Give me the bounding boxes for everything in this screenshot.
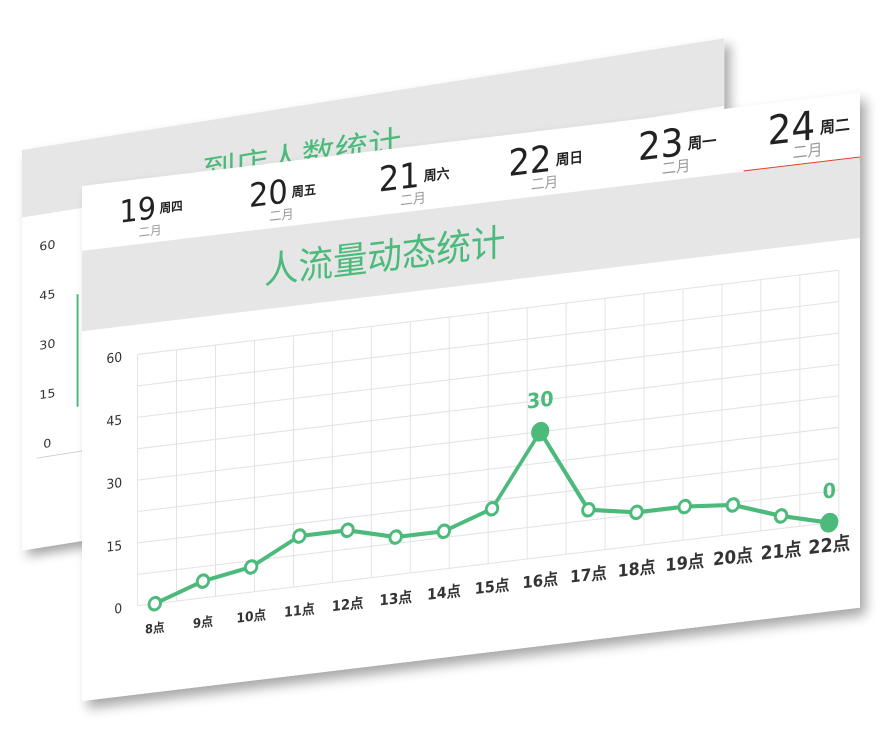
date-tab-day: 24	[768, 103, 816, 155]
x-tick-label: 14点	[427, 582, 461, 604]
x-tick-label: 8点	[145, 619, 165, 637]
back-y-tick-label: 45	[39, 287, 55, 303]
data-point[interactable]	[243, 559, 259, 575]
chart-series	[147, 421, 839, 612]
data-point[interactable]	[484, 500, 500, 517]
date-tab-month: 二月	[662, 157, 690, 178]
date-tab-month: 二月	[400, 191, 426, 210]
data-point[interactable]	[820, 512, 839, 533]
x-tick-label: 12点	[332, 594, 364, 615]
date-tab-month: 二月	[269, 206, 293, 224]
x-tick-label: 9点	[193, 613, 214, 631]
data-label: 30	[527, 386, 554, 414]
date-tab-weekday: 周日	[556, 150, 583, 170]
back-card-axis-line	[36, 449, 91, 459]
x-tick-label: 22点	[808, 531, 850, 559]
data-point[interactable]	[725, 497, 741, 513]
data-point[interactable]	[677, 498, 692, 515]
date-tab-month: 二月	[139, 223, 162, 240]
data-point[interactable]	[581, 501, 596, 518]
date-tab-day: 23	[638, 120, 683, 170]
date-tab-day: 22	[508, 138, 551, 185]
x-tick-label: 16点	[522, 569, 558, 593]
back-y-tick-label: 15	[39, 386, 55, 402]
data-point[interactable]	[340, 522, 355, 539]
date-tab-weekday: 周一	[688, 132, 717, 153]
back-y-tick-label: 60	[39, 238, 55, 254]
data-label: 0	[823, 478, 836, 504]
data-point[interactable]	[629, 504, 644, 521]
y-tick-label: 15	[106, 539, 122, 556]
back-y-tick-label: 30	[39, 337, 55, 353]
x-tick-label: 18点	[618, 557, 656, 581]
x-tick-label: 10点	[236, 607, 266, 627]
back-y-tick-label: 0	[43, 436, 51, 451]
date-tab-weekday: 周二	[820, 115, 850, 137]
data-point[interactable]	[147, 595, 162, 612]
x-tick-label: 13点	[379, 588, 412, 609]
data-point[interactable]	[292, 528, 307, 544]
x-tick-label: 17点	[570, 563, 607, 587]
date-tab-weekday: 周五	[292, 182, 317, 200]
chart-grid	[137, 269, 840, 607]
data-point[interactable]	[531, 421, 550, 442]
x-tick-label: 11点	[284, 600, 315, 621]
x-axis: 8点 9点 10点 11点 12点 13点 14点 15点 16点 17点 18点 19点 20点 21点…	[145, 531, 850, 637]
date-tab-weekday: 周六	[424, 164, 450, 185]
y-tick-label: 30	[106, 476, 122, 493]
data-point[interactable]	[195, 573, 211, 589]
back-card-y-axis: 60 45 30 15 0	[39, 238, 55, 451]
chart-title-bar	[82, 157, 860, 332]
x-tick-label: 15点	[475, 576, 510, 599]
chart-annotations: 30 0	[527, 386, 836, 504]
date-tab-day: 21	[379, 155, 420, 200]
date-tab-month: 二月	[793, 140, 823, 162]
y-axis: 60 45 30 15 0	[106, 350, 122, 618]
y-tick-label: 0	[114, 601, 122, 617]
date-tab-day: 20	[249, 174, 288, 216]
date-tab-month: 二月	[531, 174, 558, 194]
x-tick-label: 20点	[713, 544, 753, 570]
y-tick-label: 60	[106, 350, 122, 367]
x-tick-label: 19点	[665, 550, 704, 575]
data-point[interactable]	[436, 523, 452, 540]
y-tick-label: 45	[106, 413, 122, 430]
data-point[interactable]	[388, 529, 403, 545]
date-tab-weekday: 周四	[160, 199, 183, 216]
x-tick-label: 21点	[761, 537, 802, 565]
data-point[interactable]	[773, 508, 789, 524]
date-tab-day: 19	[119, 190, 156, 231]
